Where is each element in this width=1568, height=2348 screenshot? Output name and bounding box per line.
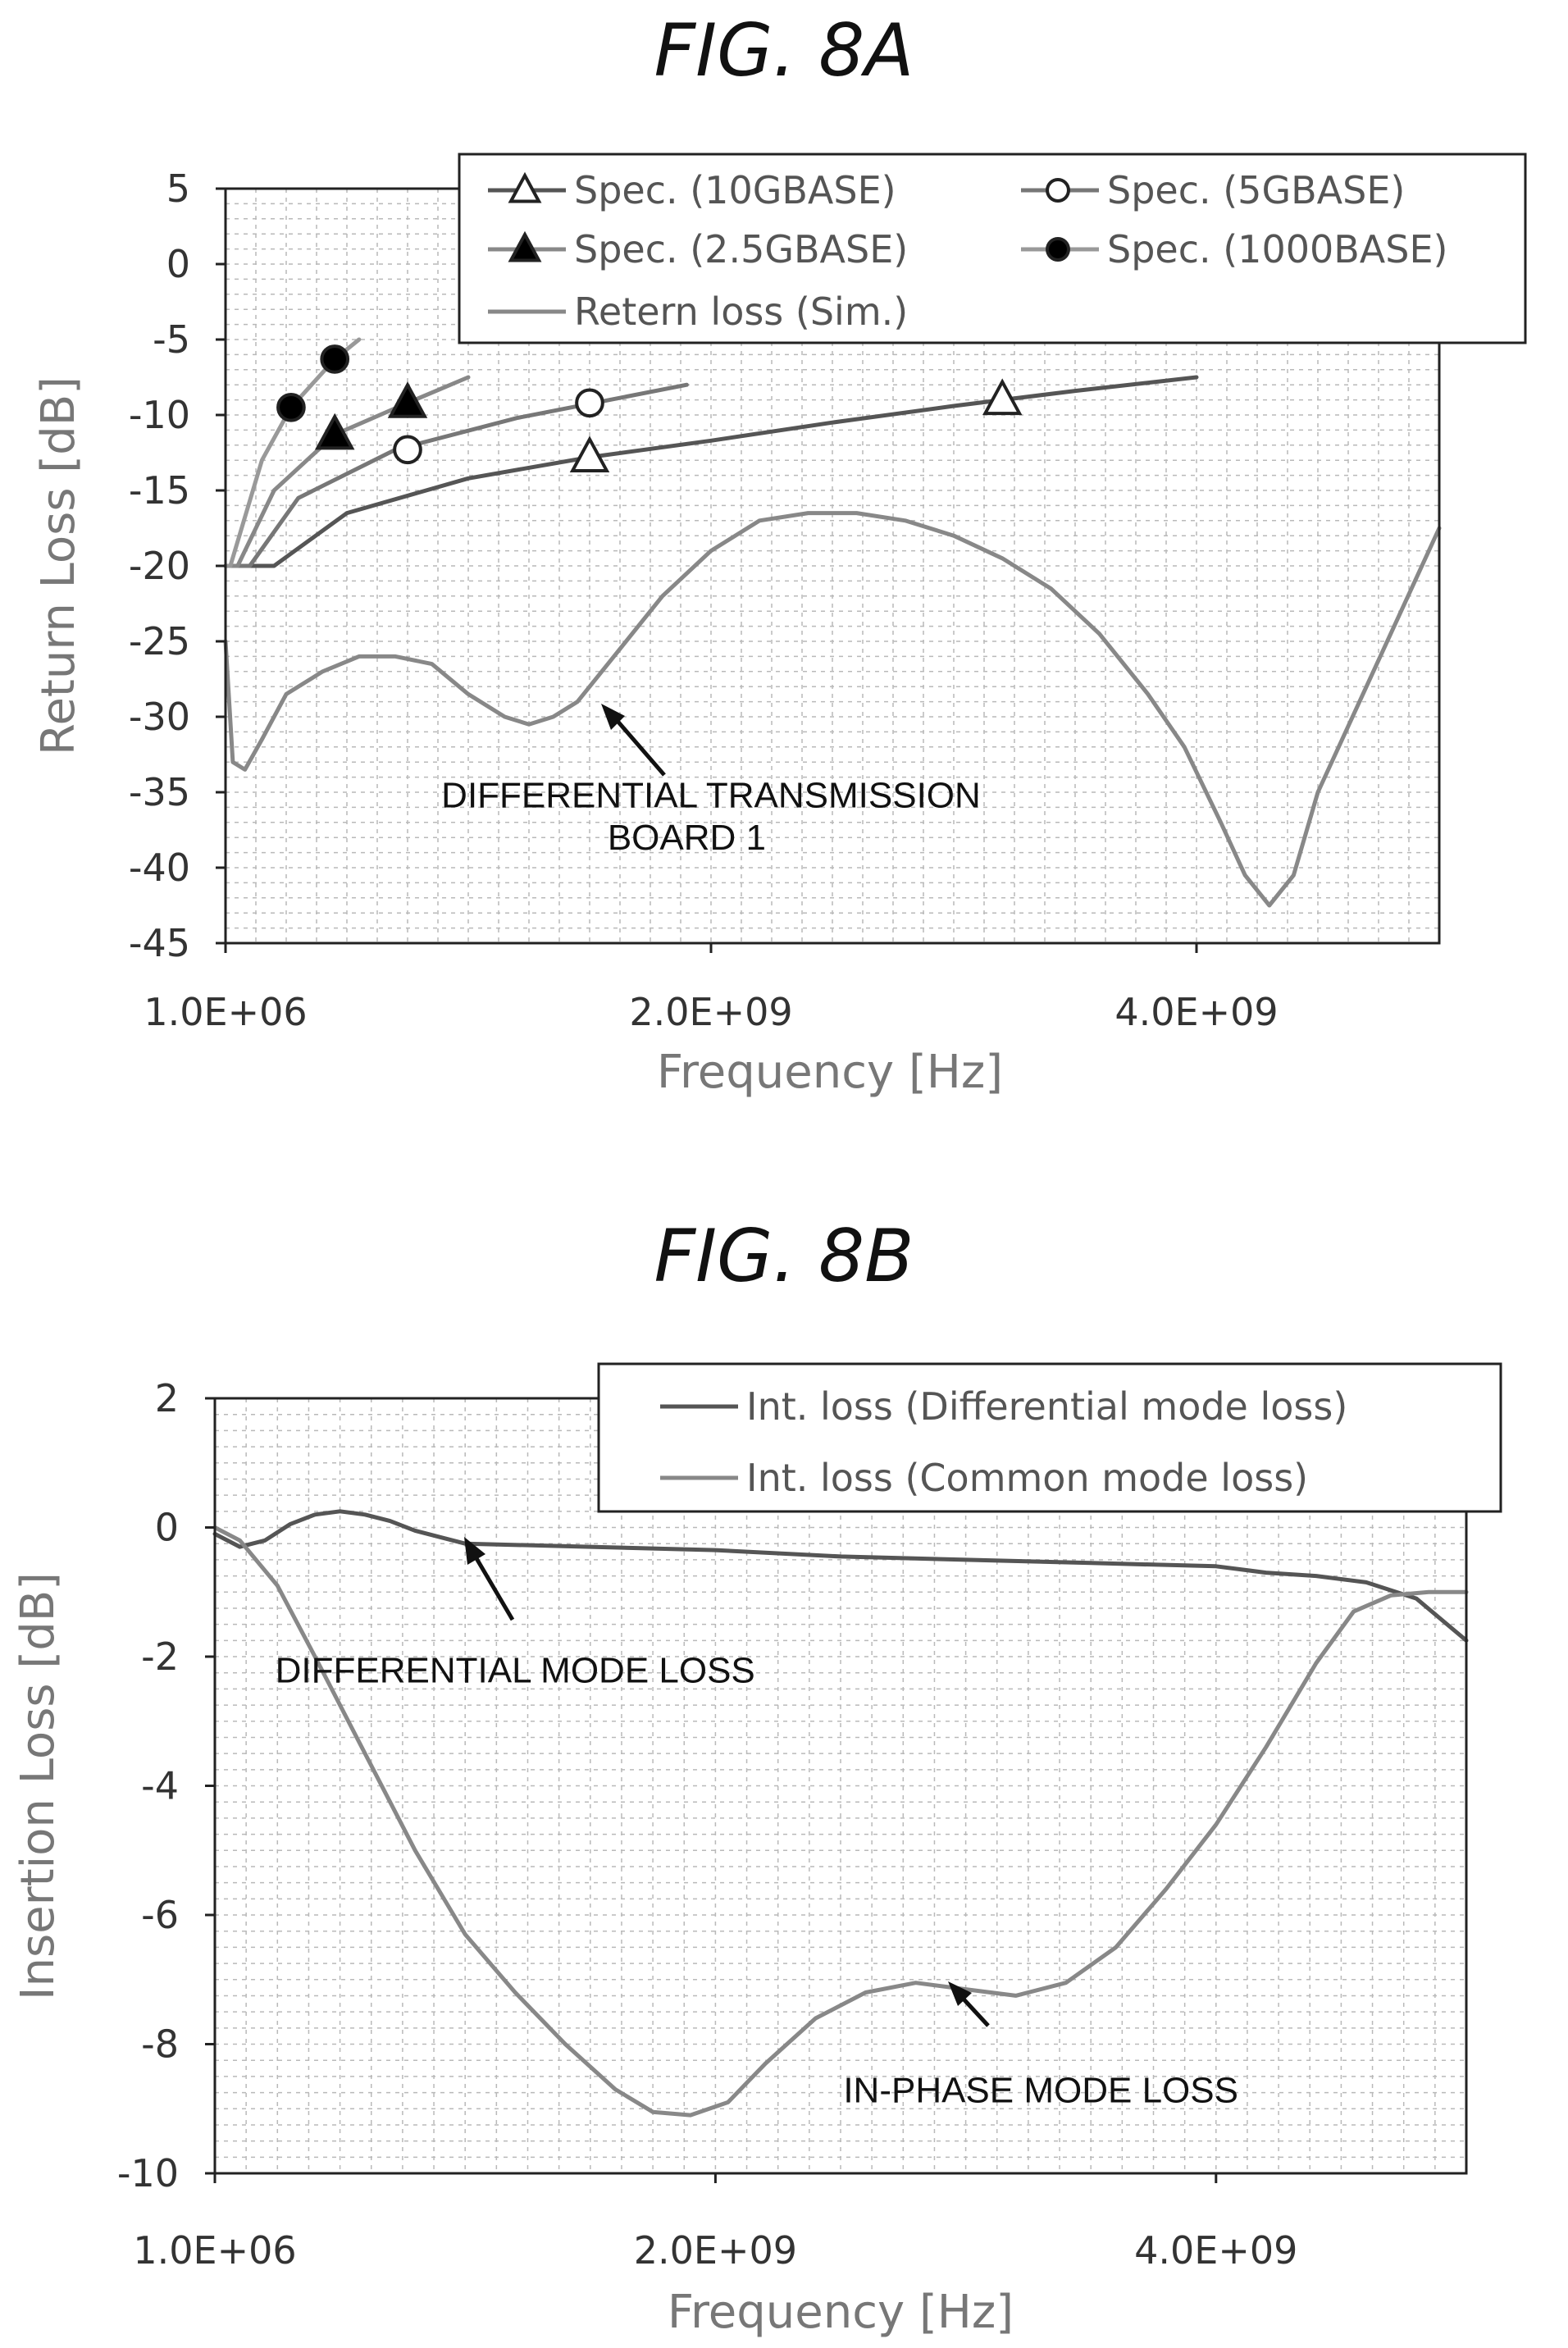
y-tick-label: -25 — [129, 619, 190, 663]
chart-title: FIG. 8B — [654, 1214, 914, 1298]
y-tick-label: -35 — [129, 770, 190, 814]
legend-label: Spec. (5GBASE) — [1107, 168, 1405, 212]
y-tick-label: -6 — [141, 1893, 179, 1937]
annotation-layer: DIFFERENTIAL MODE LOSS IN-PHASE MODE LOSS — [276, 1537, 1238, 2110]
legend-marker — [508, 171, 542, 203]
y-tick-label: 5 — [166, 166, 190, 211]
data-marker — [314, 413, 355, 450]
y-tick-label: -30 — [129, 695, 190, 739]
series-line — [212, 1509, 1469, 1643]
data-marker — [393, 435, 422, 465]
data-marker — [575, 388, 604, 418]
y-tick-label: 2 — [155, 1376, 179, 1420]
annotation-label: DIFFERENTIAL MODE LOSS — [276, 1651, 755, 1691]
data-marker — [320, 344, 350, 374]
legend-label: Int. loss (Common mode loss) — [746, 1456, 1308, 1500]
annotation-label: BOARD 1 — [608, 818, 766, 858]
x-tick-label: 2.0E+09 — [634, 2228, 797, 2273]
y-tick-label: -20 — [129, 544, 190, 588]
series-line — [223, 511, 1442, 908]
chart-fig-8b: FIG. 8B DIFFERENTIAL MODE LOSS IN-PHASE M… — [11, 1214, 1502, 2339]
annotation-label: IN-PHASE MODE LOSS — [843, 2070, 1238, 2110]
y-tick-label: -10 — [129, 393, 190, 437]
legend-box — [458, 153, 1527, 344]
annotation-arrow — [469, 1548, 515, 1621]
data-marker — [276, 392, 306, 422]
legend-marker — [1046, 237, 1070, 262]
legend-label: Spec. (2.5GBASE) — [574, 227, 908, 271]
x-tick-label: 1.0E+06 — [144, 990, 307, 1034]
chart-title: FIG. 8A — [654, 8, 914, 93]
y-axis-label: Return Loss [dB] — [32, 376, 85, 755]
annotation-arrowhead — [601, 704, 625, 730]
annotation-label: DIFFERENTIAL TRANSMISSION — [441, 775, 981, 815]
y-tick-label: -8 — [141, 2022, 179, 2067]
x-tick-label: 2.0E+09 — [629, 990, 792, 1034]
tick-layer: 5 0 -5 -10 -15 -20 -25 -30 -35 -40 -45 1.0E+06 2.0E+… — [129, 166, 1279, 1034]
x-tick-label: 4.0E+09 — [1134, 2228, 1297, 2273]
legend-label: Int. loss (Differential mode loss) — [746, 1384, 1347, 1429]
y-axis-label: Insertion Loss [dB] — [11, 1572, 65, 2000]
legend-label: Retern loss (Sim.) — [574, 290, 908, 334]
series-line — [212, 1525, 1469, 2118]
series-line — [223, 337, 362, 568]
y-tick-label: 0 — [166, 242, 190, 286]
x-axis-label: Frequency [Hz] — [668, 2286, 1014, 2339]
y-tick-label: -10 — [117, 2151, 179, 2195]
annotation-arrowhead — [948, 1981, 972, 2006]
legend-marker — [1046, 178, 1070, 203]
series-layer — [223, 337, 1442, 908]
legend-label: Spec. (1000BASE) — [1107, 227, 1447, 271]
tick-layer: 2 0 -2 -4 -6 -8 -10 1.0E+06 2.0E+09 4.0E+09 — [117, 1376, 1298, 2273]
y-tick-label: -40 — [129, 846, 190, 890]
y-tick-label: 0 — [155, 1506, 179, 1550]
annotation-arrowhead — [464, 1537, 485, 1565]
data-marker — [982, 378, 1023, 416]
legend-label: Spec. (10GBASE) — [574, 168, 896, 212]
y-tick-label: -5 — [153, 317, 190, 362]
grid — [215, 1398, 1466, 2173]
y-tick-label: -15 — [129, 468, 190, 513]
legend: Spec. (10GBASE) Spec. (5GBASE) Spec. (2.5G… — [458, 153, 1527, 344]
y-tick-label: -4 — [141, 1764, 179, 1808]
data-marker — [387, 381, 428, 418]
series-layer — [212, 1509, 1469, 2118]
y-tick-label: -45 — [129, 921, 190, 965]
y-tick-label: -2 — [141, 1634, 179, 1679]
legend-marker — [508, 230, 542, 262]
annotation-arrow — [609, 712, 666, 777]
grid — [226, 189, 1439, 943]
legend: Int. loss (Differential mode loss) Int. l… — [597, 1362, 1502, 1513]
series-line — [223, 375, 471, 568]
series-line — [223, 375, 1199, 568]
marker-layer — [276, 344, 1023, 473]
series-line — [223, 382, 689, 568]
x-axis-label: Frequency [Hz] — [657, 1046, 1003, 1099]
data-marker — [569, 435, 610, 473]
x-tick-label: 1.0E+06 — [133, 2228, 296, 2273]
legend-box — [597, 1362, 1502, 1513]
x-tick-label: 4.0E+09 — [1114, 990, 1278, 1034]
